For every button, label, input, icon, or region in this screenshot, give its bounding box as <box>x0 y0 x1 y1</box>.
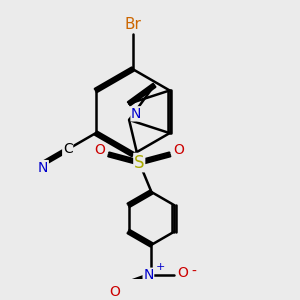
Text: +: + <box>156 262 165 272</box>
Text: O: O <box>94 143 105 158</box>
Text: O: O <box>110 284 120 298</box>
Text: O: O <box>178 266 188 280</box>
Text: S: S <box>134 154 145 172</box>
Text: N: N <box>38 160 48 175</box>
Text: Br: Br <box>124 17 141 32</box>
Text: C: C <box>63 142 73 156</box>
Text: N: N <box>131 107 141 121</box>
Text: N: N <box>143 268 154 282</box>
Text: O: O <box>173 143 184 158</box>
Text: -: - <box>192 265 197 279</box>
